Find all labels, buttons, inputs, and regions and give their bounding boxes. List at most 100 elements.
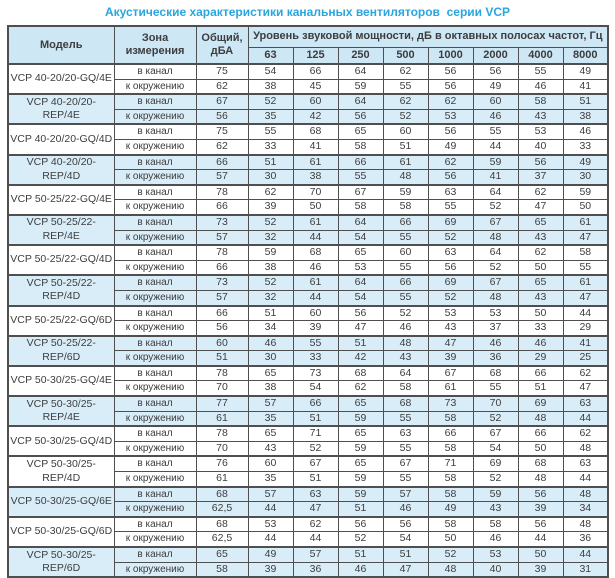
table-row: VCP 50-25/22-REP/6D в канал 60 46 55 51 48 47 46…	[7, 334, 609, 367]
table-row: к окружению 51 30 33 42 43 39 36 29 25	[8, 350, 609, 367]
octave-band-cell: 50	[427, 531, 474, 548]
octave-band-cell: 49	[562, 62, 609, 80]
octave-band-cell: 62	[247, 183, 294, 201]
octave-band-cell: 47	[427, 334, 474, 352]
octave-band-cell: 33	[292, 350, 339, 367]
octave-band-cell: 60	[472, 93, 519, 110]
octave-band-cell: 43	[517, 229, 564, 246]
octave-band-cell: 51	[292, 471, 339, 488]
octave-band-cell: 55	[382, 410, 429, 427]
zone-ambient-cell: к окружению	[113, 138, 197, 156]
octave-band-cell: 61	[292, 153, 339, 171]
octave-band-cell: 52	[337, 531, 384, 548]
octave-band-cell: 52	[472, 259, 519, 276]
octave-band-cell: 49	[562, 153, 609, 171]
octave-band-cell: 65	[247, 425, 294, 442]
zone-duct-cell: в канал	[113, 183, 197, 201]
header-row-top: Модель Зона измерения Общий, дБА Уровень…	[7, 25, 609, 65]
octave-band-cell: 37	[472, 320, 519, 337]
octave-band-cell: 44	[247, 501, 294, 518]
octave-band-cell: 46	[382, 320, 429, 337]
octave-band-cell: 54	[382, 531, 429, 548]
octave-band-cell: 66	[337, 153, 384, 171]
octave-band-cell: 55	[247, 123, 294, 140]
octave-band-cell: 67	[472, 425, 519, 442]
octave-band-cell: 38	[247, 259, 294, 276]
octave-band-cell: 56	[472, 62, 519, 80]
octave-band-cell: 33	[247, 138, 294, 156]
octave-band-cell: 56	[427, 78, 474, 95]
zone-ambient-cell: к окружению	[113, 229, 197, 246]
zone-duct-cell: в канал	[113, 425, 197, 442]
zone-duct-cell: в канал	[113, 153, 197, 171]
octave-band-cell: 46	[517, 334, 564, 352]
octave-band-cell: 69	[517, 395, 564, 412]
total-dba-cell: 65	[195, 545, 249, 563]
zone-ambient-cell: к окружению	[113, 471, 197, 488]
octave-band-cell: 46	[562, 123, 609, 140]
table-row: VCP 40-20/20-GQ/4E в канал 75 54 66 64 62 56 56 5…	[7, 62, 609, 95]
octave-band-cell: 50	[517, 259, 564, 276]
total-dba-cell: 78	[195, 425, 249, 442]
octave-band-cell: 32	[247, 289, 294, 307]
octave-band-cell: 69	[427, 213, 474, 231]
octave-band-cell: 59	[337, 78, 384, 95]
octave-band-cell: 56	[382, 515, 429, 533]
table-row: к окружению 62,5 44 47 51 46 49 43 39 34	[8, 501, 609, 518]
octave-band-cell: 67	[472, 213, 519, 231]
octave-band-cell: 43	[517, 289, 564, 307]
total-dba-cell: 68	[195, 485, 249, 503]
octave-band-cell: 47	[337, 320, 384, 337]
octave-band-cell: 44	[517, 531, 564, 548]
zone-duct-cell: в канал	[113, 364, 197, 382]
octave-band-cell: 55	[292, 334, 339, 352]
octave-band-cell: 44	[472, 138, 519, 156]
table-row: VCP 50-30/25-GQ/4E в канал 78 65 73 68 64 67 68 6…	[7, 364, 609, 397]
octave-band-cell: 53	[247, 515, 294, 533]
octave-band-cell: 51	[517, 380, 564, 397]
octave-band-cell: 47	[562, 380, 609, 397]
octave-band-cell: 64	[472, 244, 519, 261]
octave-band-cell: 49	[472, 78, 519, 95]
octave-band-cell: 62	[427, 93, 474, 110]
zone-duct-cell: в канал	[113, 485, 197, 503]
octave-band-cell: 64	[382, 364, 429, 382]
header-total: Общий, дБА	[195, 25, 249, 65]
octave-band-cell: 41	[562, 334, 609, 352]
octave-band-cell: 41	[472, 169, 519, 186]
octave-band-cell: 69	[472, 455, 519, 473]
table-row: VCP 50-25/22-GQ/6D в канал 66 51 60 56 52 53 53 5…	[7, 304, 609, 337]
octave-band-cell: 55	[517, 62, 564, 80]
octave-band-cell: 64	[472, 183, 519, 201]
model-cell: VCP 50-30/25-REP/4D	[7, 455, 115, 488]
header-freq-63: 63	[247, 46, 294, 65]
octave-band-cell: 40	[517, 138, 564, 156]
octave-band-cell: 59	[337, 440, 384, 457]
model-cell: VCP 50-25/22-GQ/4D	[7, 244, 115, 276]
octave-band-cell: 56	[517, 153, 564, 171]
octave-band-cell: 65	[337, 425, 384, 442]
table-row: VCP 50-30/25-REP/4D в канал 76 60 67 65 67 71 69…	[7, 455, 609, 488]
octave-band-cell: 58	[382, 199, 429, 216]
octave-band-cell: 53	[427, 108, 474, 125]
table-row: VCP 50-30/25-GQ/6E в канал 68 57 63 59 57 58 59 5…	[7, 485, 609, 518]
total-dba-cell: 61	[195, 471, 249, 488]
octave-band-cell: 25	[562, 350, 609, 367]
octave-band-cell: 65	[337, 395, 384, 412]
octave-band-cell: 68	[292, 244, 339, 261]
header-zone: Зона измерения	[113, 25, 197, 65]
model-cell: VCP 50-30/25-GQ/6E	[7, 485, 115, 518]
octave-band-cell: 48	[562, 440, 609, 457]
octave-band-cell: 65	[337, 123, 384, 140]
zone-ambient-cell: к окружению	[113, 350, 197, 367]
octave-band-cell: 58	[427, 471, 474, 488]
octave-band-cell: 57	[247, 485, 294, 503]
octave-band-cell: 61	[562, 274, 609, 291]
octave-band-cell: 52	[247, 93, 294, 110]
octave-band-cell: 43	[382, 350, 429, 367]
table-row: к окружению 70 38 54 62 58 61 55 51 47	[8, 380, 609, 397]
octave-band-cell: 48	[562, 515, 609, 533]
octave-band-cell: 45	[292, 78, 339, 95]
page-title: Акустические характеристики канальных ве…	[104, 5, 511, 19]
table-row: VCP 50-30/25-REP/6D в канал 65 49 57 51 51 52 53…	[7, 545, 609, 578]
